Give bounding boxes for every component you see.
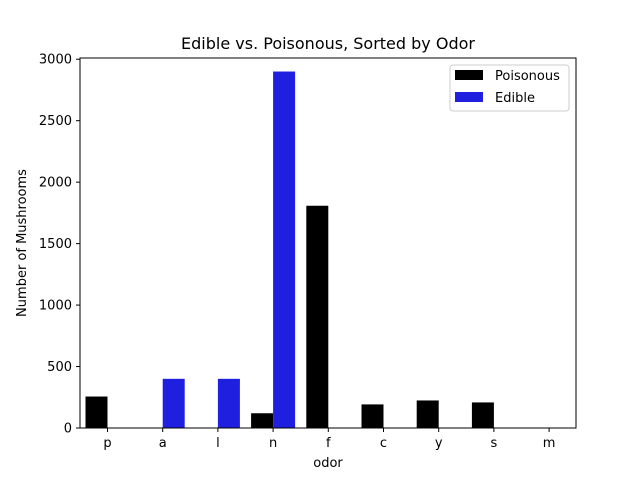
y-tick-label: 2000 <box>39 176 72 191</box>
chart-title: Edible vs. Poisonous, Sorted by Odor <box>181 34 475 53</box>
bar-poisonous-s <box>471 402 494 428</box>
x-tick-label: n <box>269 436 277 451</box>
bar-edible-n <box>273 71 296 428</box>
x-axis-label: odor <box>313 456 343 471</box>
bars-group <box>85 71 494 428</box>
bar-poisonous-f <box>306 205 329 428</box>
y-tick-label: 3000 <box>39 53 72 68</box>
y-axis: 0 500 1000 1500 2000 2500 3000 <box>39 53 80 437</box>
y-tick-label: 2500 <box>39 114 72 129</box>
bar-edible-l <box>217 378 240 428</box>
y-tick-label: 0 <box>64 422 72 437</box>
y-tick-label: 500 <box>47 360 72 375</box>
x-tick-label: l <box>216 436 220 451</box>
legend-label-edible: Edible <box>495 91 535 106</box>
x-tick-label: y <box>435 436 443 451</box>
x-tick-label: p <box>103 436 111 451</box>
bar-poisonous-y <box>416 400 439 428</box>
x-tick-label: s <box>491 436 498 451</box>
y-axis-label: Number of Mushrooms <box>15 169 30 317</box>
x-tick-label: f <box>326 436 331 451</box>
x-tick-label: c <box>380 436 387 451</box>
plot-frame <box>79 57 577 429</box>
legend-swatch-edible <box>455 92 483 102</box>
x-tick-label: a <box>159 436 167 451</box>
y-tick-label: 1000 <box>39 299 72 314</box>
bar-edible-a <box>162 378 185 428</box>
legend-label-poisonous: Poisonous <box>495 69 560 84</box>
x-tick-label: m <box>543 436 556 451</box>
bar-poisonous-p <box>85 396 108 428</box>
legend-swatch-poisonous <box>455 70 483 80</box>
bar-poisonous-c <box>361 404 384 428</box>
y-tick-label: 1500 <box>39 237 72 252</box>
legend: Poisonous Edible <box>449 64 570 112</box>
bar-poisonous-n <box>251 413 274 428</box>
